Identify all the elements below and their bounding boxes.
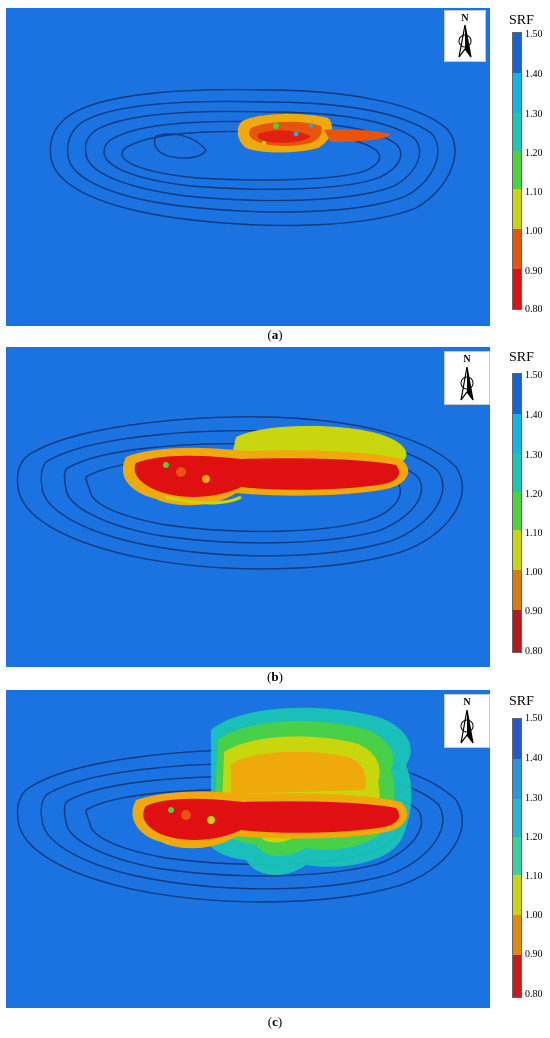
legend-colorbar xyxy=(512,718,522,998)
legend-title: SRF xyxy=(509,13,534,28)
north-arrow-a: N xyxy=(444,10,486,62)
stability-zone xyxy=(132,707,412,876)
panel-c: N SRF 1.50 1.40 1.30 1.20 1.10 1.00 0.90… xyxy=(0,690,550,1038)
caption-b: (b) xyxy=(267,669,283,684)
legend-tick: 1.10 xyxy=(525,871,543,882)
panel-a: N SRF 1.50 1.40 1.30 1.20 1.10 1.00 0.90… xyxy=(0,0,550,345)
legend-tick: 0.90 xyxy=(525,266,543,277)
legend-tick: 1.20 xyxy=(525,489,543,500)
panel-b: N SRF 1.50 1.40 1.30 1.20 1.10 1.00 0.90… xyxy=(0,345,550,690)
caption-a: (a) xyxy=(267,327,283,342)
legend-tick: 0.90 xyxy=(525,606,543,617)
legend-tick: 1.00 xyxy=(525,910,543,921)
legend-tick: 1.30 xyxy=(525,109,543,120)
legend-colorbar xyxy=(512,373,522,653)
caption-c: (c) xyxy=(267,1014,283,1029)
north-arrow-b: N xyxy=(444,351,490,405)
legend-tick: 1.10 xyxy=(525,528,543,539)
legend-tick: 1.20 xyxy=(525,832,543,843)
srf-map-a: N xyxy=(6,8,490,326)
north-label: N xyxy=(463,354,471,365)
legend-title: SRF xyxy=(509,350,534,365)
north-arrow-c: N xyxy=(444,694,490,748)
legend-tick: 1.40 xyxy=(525,69,543,80)
legend-tick: 1.30 xyxy=(525,450,543,461)
legend-tick: 1.10 xyxy=(525,187,543,198)
srf-map-b: N xyxy=(6,347,490,667)
north-label: N xyxy=(463,697,471,708)
srf-map-c: N xyxy=(6,690,490,1008)
stability-zone xyxy=(237,113,391,153)
legend-title: SRF xyxy=(509,694,534,709)
legend-tick: 0.90 xyxy=(525,949,543,960)
contour-lines xyxy=(49,88,456,227)
legend-tick: 1.40 xyxy=(525,753,543,764)
stability-zone xyxy=(122,425,409,506)
legend-tick: 1.30 xyxy=(525,793,543,804)
legend-tick: 1.50 xyxy=(525,29,543,40)
legend-tick: 1.20 xyxy=(525,148,543,159)
legend-tick: 1.00 xyxy=(525,226,543,237)
legend-tick: 1.40 xyxy=(525,410,543,421)
legend-colorbar xyxy=(512,32,522,310)
legend-tick: 1.50 xyxy=(525,370,543,381)
legend-tick: 0.80 xyxy=(525,989,543,1000)
legend-tick: 1.50 xyxy=(525,713,543,724)
legend-tick: 0.80 xyxy=(525,304,543,315)
legend-tick: 0.80 xyxy=(525,646,543,657)
north-label: N xyxy=(461,13,469,24)
legend-tick: 1.00 xyxy=(525,567,543,578)
